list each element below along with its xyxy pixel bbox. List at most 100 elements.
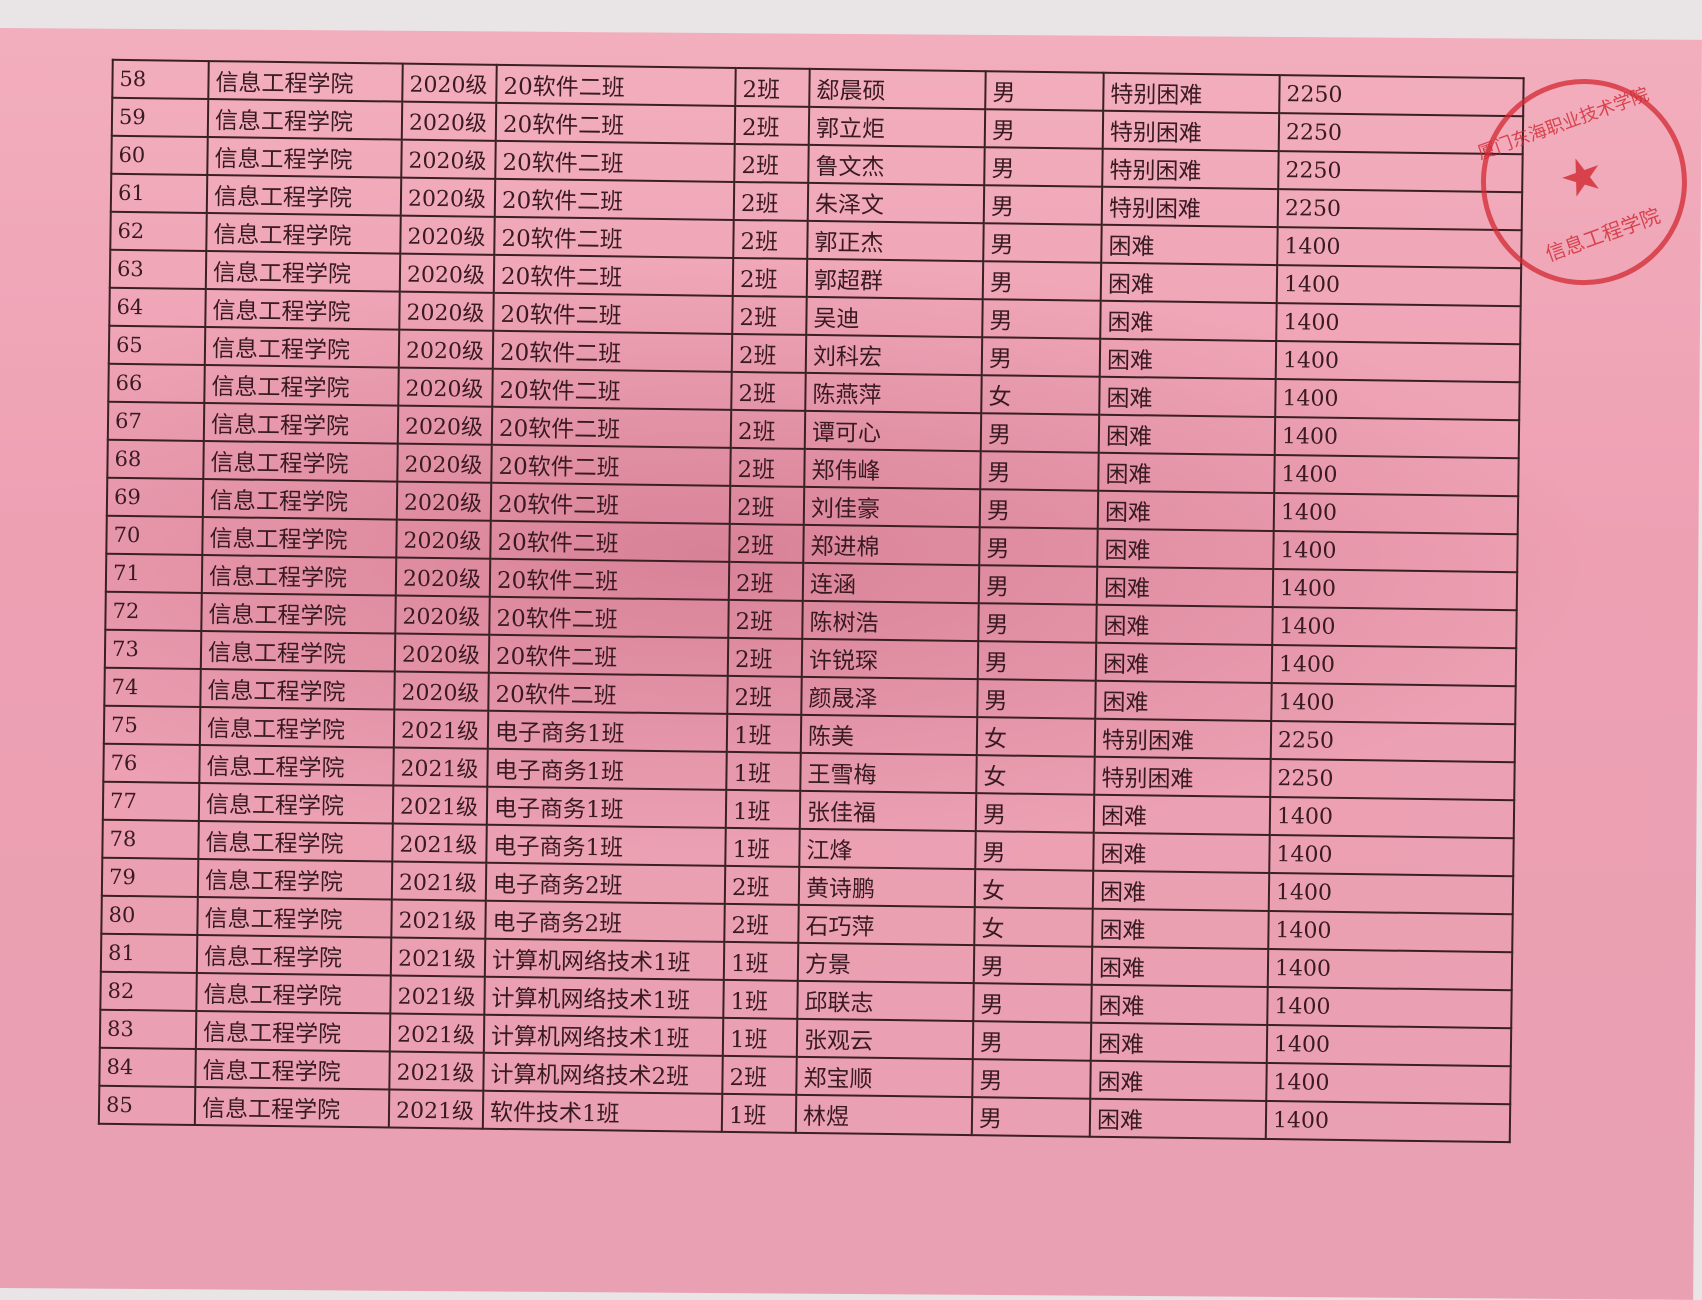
difficulty-level-cell: 困难 bbox=[1099, 376, 1276, 418]
grade-cell: 2021级 bbox=[389, 1051, 484, 1091]
student-name-cell: 陈燕萍 bbox=[805, 372, 982, 414]
gender-cell: 男 bbox=[972, 1021, 1092, 1061]
difficulty-level-cell: 困难 bbox=[1097, 528, 1274, 570]
class-number-cell: 2班 bbox=[722, 1055, 797, 1095]
row-number-cell: 80 bbox=[101, 895, 198, 935]
gender-cell: 男 bbox=[984, 109, 1104, 149]
row-number-cell: 81 bbox=[100, 933, 198, 973]
grade-cell: 2020级 bbox=[398, 367, 493, 407]
difficulty-level-cell: 困难 bbox=[1089, 1098, 1267, 1139]
college-cell: 信息工程学院 bbox=[203, 441, 398, 482]
difficulty-level-cell: 特别困难 bbox=[1101, 186, 1279, 228]
amount-cell: 1400 bbox=[1275, 341, 1521, 383]
amount-cell: 1400 bbox=[1271, 645, 1517, 687]
amount-cell: 1400 bbox=[1265, 1100, 1511, 1143]
college-cell: 信息工程学院 bbox=[196, 934, 392, 976]
student-name-cell: 颜晟泽 bbox=[801, 676, 978, 718]
class-name-cell: 电子商务1班 bbox=[486, 824, 726, 866]
class-number-cell: 2班 bbox=[733, 219, 808, 259]
student-name-cell: 郑伟峰 bbox=[804, 448, 981, 490]
gender-cell: 男 bbox=[981, 337, 1101, 377]
class-number-cell: 2班 bbox=[731, 371, 806, 411]
difficulty-level-cell: 困难 bbox=[1100, 300, 1277, 342]
amount-cell: 2250 bbox=[1279, 75, 1524, 117]
class-name-cell: 20软件二班 bbox=[488, 672, 728, 714]
class-name-cell: 软件技术1班 bbox=[482, 1090, 723, 1132]
difficulty-level-cell: 特别困难 bbox=[1094, 756, 1271, 798]
row-number-cell: 73 bbox=[104, 629, 202, 669]
grade-cell: 2021级 bbox=[389, 1013, 485, 1053]
gender-cell: 男 bbox=[980, 451, 1099, 491]
college-cell: 信息工程学院 bbox=[198, 820, 393, 862]
class-number-cell: 1班 bbox=[725, 827, 800, 867]
class-number-cell: 2班 bbox=[728, 599, 803, 639]
student-name-cell: 林煜 bbox=[795, 1094, 973, 1136]
gender-cell: 女 bbox=[976, 755, 1095, 795]
student-name-cell: 陈美 bbox=[800, 714, 978, 756]
difficulty-level-cell: 特别困难 bbox=[1103, 72, 1280, 114]
student-name-cell: 郄晨硕 bbox=[809, 68, 986, 110]
amount-cell: 1400 bbox=[1273, 531, 1518, 573]
class-name-cell: 20软件二班 bbox=[491, 444, 731, 486]
college-cell: 信息工程学院 bbox=[203, 403, 399, 444]
class-number-cell: 2班 bbox=[728, 561, 804, 601]
row-number-cell: 72 bbox=[105, 591, 202, 632]
college-cell: 信息工程学院 bbox=[198, 782, 394, 824]
class-name-cell: 20软件二班 bbox=[488, 634, 729, 676]
class-name-cell: 20软件二班 bbox=[491, 406, 732, 448]
difficulty-level-cell: 困难 bbox=[1098, 452, 1275, 494]
amount-cell: 1400 bbox=[1267, 948, 1513, 991]
difficulty-level-cell: 困难 bbox=[1097, 490, 1275, 532]
college-cell: 信息工程学院 bbox=[208, 61, 403, 102]
college-cell: 信息工程学院 bbox=[201, 555, 397, 596]
paper-sheet: 58 信息工程学院 2020级 20软件二班 2班 郄晨硕男特别困难 2250 59 信息工程学… bbox=[0, 28, 1702, 1300]
difficulty-level-cell: 特别困难 bbox=[1094, 718, 1272, 760]
student-name-cell: 郭超群 bbox=[806, 258, 984, 300]
student-name-cell: 连涵 bbox=[802, 562, 980, 604]
difficulty-level-cell: 困难 bbox=[1101, 224, 1278, 266]
grade-cell: 2020级 bbox=[396, 519, 491, 559]
student-name-cell: 黄诗鹏 bbox=[798, 866, 976, 908]
class-number-cell: 2班 bbox=[724, 903, 799, 943]
class-number-cell: 2班 bbox=[731, 333, 807, 373]
difficulty-level-cell: 困难 bbox=[1090, 1022, 1268, 1063]
amount-cell: 1400 bbox=[1275, 379, 1520, 421]
grade-cell: 2020级 bbox=[397, 405, 493, 445]
amount-cell: 1400 bbox=[1268, 873, 1514, 915]
difficulty-level-cell: 困难 bbox=[1100, 262, 1278, 304]
amount-cell: 1400 bbox=[1267, 986, 1512, 1029]
college-cell: 信息工程学院 bbox=[194, 1086, 390, 1128]
class-number-cell: 1班 bbox=[723, 941, 799, 981]
class-number-cell: 1班 bbox=[722, 1017, 798, 1057]
row-number-cell: 78 bbox=[102, 819, 199, 859]
gender-cell: 女 bbox=[974, 869, 1094, 909]
difficulty-level-cell: 特别困难 bbox=[1102, 148, 1279, 190]
grade-cell: 2021级 bbox=[393, 747, 488, 787]
difficulty-level-cell: 困难 bbox=[1091, 946, 1269, 987]
amount-cell: 1400 bbox=[1276, 303, 1521, 345]
grade-cell: 2021级 bbox=[391, 899, 486, 939]
row-number-cell: 79 bbox=[101, 857, 199, 897]
difficulty-level-cell: 困难 bbox=[1090, 1060, 1267, 1101]
row-number-cell: 83 bbox=[99, 1009, 197, 1049]
difficulty-level-cell: 困难 bbox=[1092, 908, 1269, 949]
gender-cell: 男 bbox=[982, 299, 1101, 339]
college-cell: 信息工程学院 bbox=[201, 593, 396, 634]
student-aid-table: 58 信息工程学院 2020级 20软件二班 2班 郄晨硕男特别困难 2250 59 信息工程学… bbox=[98, 59, 1525, 1143]
college-cell: 信息工程学院 bbox=[205, 289, 400, 330]
student-name-cell: 郑宝顺 bbox=[796, 1056, 973, 1098]
row-number-cell: 62 bbox=[110, 211, 207, 252]
college-cell: 信息工程学院 bbox=[200, 631, 396, 672]
student-name-cell: 朱泽文 bbox=[807, 182, 985, 224]
class-name-cell: 20软件二班 bbox=[492, 368, 732, 410]
college-cell: 信息工程学院 bbox=[199, 744, 394, 786]
college-cell: 信息工程学院 bbox=[206, 175, 402, 216]
amount-cell: 1400 bbox=[1272, 569, 1518, 611]
class-number-cell: 2班 bbox=[730, 409, 806, 449]
row-number-cell: 63 bbox=[109, 249, 207, 290]
student-name-cell: 张观云 bbox=[796, 1018, 974, 1060]
class-number-cell: 1班 bbox=[723, 979, 798, 1019]
student-name-cell: 郭立炬 bbox=[808, 106, 986, 148]
class-name-cell: 20软件二班 bbox=[495, 140, 735, 182]
class-number-cell: 1班 bbox=[726, 713, 802, 753]
